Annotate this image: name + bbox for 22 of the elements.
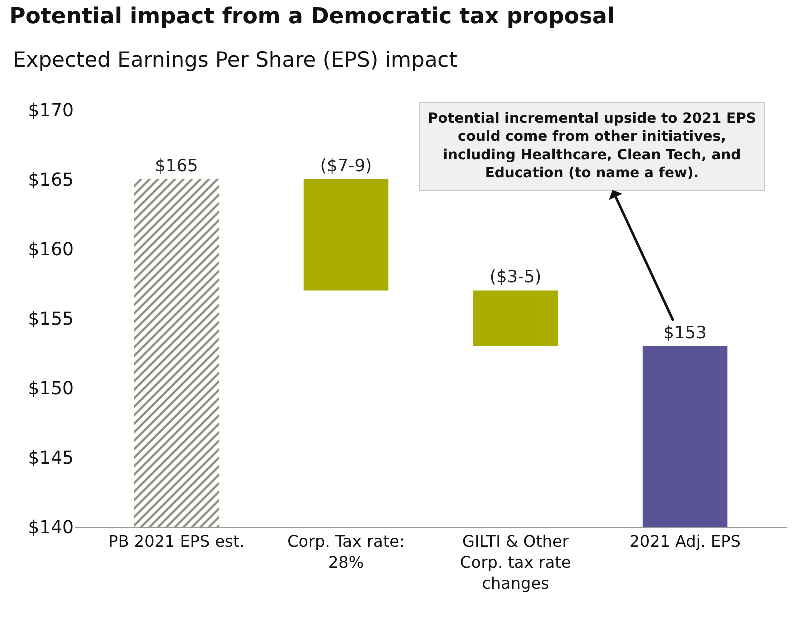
bar — [134, 180, 220, 527]
y-tick-label: $145 — [28, 448, 74, 469]
chart-subtitle: Expected Earnings Per Share (EPS) impact — [13, 48, 458, 72]
y-tick-label: $165 — [28, 170, 74, 191]
data-label: ($3-5) — [490, 268, 542, 288]
x-tick-label: 2021 Adj. EPS — [630, 532, 741, 552]
annotation: Potential incremental upside to 2021 EPS could come from other initiatives, including Healthcare, Clean Tech, and Education (to name a few). — [428, 111, 756, 182]
bar — [473, 290, 558, 346]
y-tick-label: $160 — [28, 239, 74, 260]
y-tick-label: $155 — [28, 308, 74, 330]
bar — [642, 346, 728, 527]
data-label: $153 — [664, 323, 707, 344]
data-label: $165 — [155, 156, 198, 176]
bar — [304, 180, 389, 291]
y-tick-label: $170 — [28, 100, 74, 122]
x-tick-label: GILTI & Other Corp. tax rate changes — [460, 532, 572, 593]
chart-title: Potential impact from a Democratic tax proposal — [10, 4, 615, 30]
x-tick-label: PB 2021 EPS est. — [108, 532, 245, 552]
y-tick-label: $140 — [28, 517, 74, 538]
x-tick-label: Corp. Tax rate: 28% — [288, 532, 405, 572]
data-label: ($7-9) — [320, 156, 372, 176]
y-tick-label: $150 — [28, 378, 74, 400]
